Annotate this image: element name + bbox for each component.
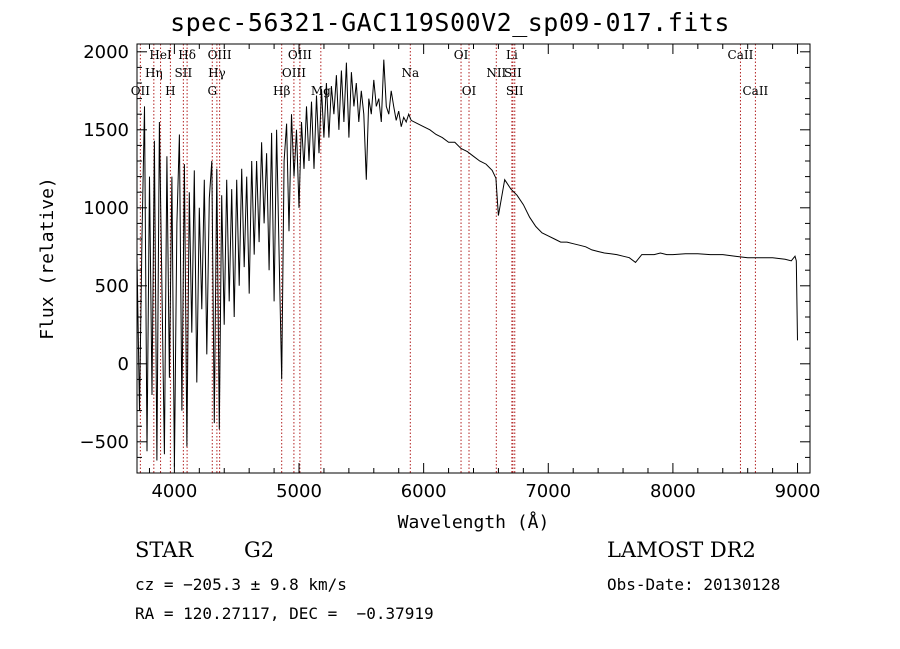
y-tick-label: 1500 <box>83 120 129 141</box>
marker-label: OI <box>454 48 469 62</box>
y-tick-label: 2000 <box>83 42 129 63</box>
marker-label: CaII <box>742 84 768 98</box>
x-tick-label: 5000 <box>276 481 322 502</box>
object-subclass: G2 <box>244 538 275 562</box>
marker-label: Li <box>506 48 518 62</box>
marker-label: SII <box>504 66 522 80</box>
marker-label: Hδ <box>178 48 196 62</box>
marker-label: OI <box>462 84 477 98</box>
spectrum-series <box>136 59 798 467</box>
x-tick-label: 9000 <box>775 481 821 502</box>
marker-label: OIII <box>282 66 306 80</box>
marker-label: Hη <box>145 66 163 80</box>
x-tick-label: 8000 <box>650 481 696 502</box>
y-axis-label: Flux (relative) <box>37 177 58 340</box>
plot-frame <box>136 43 811 474</box>
x-axis: 4000 5000 6000 7000 8000 9000 <box>148 44 821 502</box>
marker-label: H <box>165 84 175 98</box>
marker-label: SII <box>506 84 524 98</box>
y-tick-label: −500 <box>80 432 129 453</box>
coordinates-text: RA = 120.27117, DEC = −0.37919 <box>135 604 434 623</box>
marker-label: Hβ <box>273 84 290 98</box>
obs-date-text: Obs-Date: 20130128 <box>607 575 781 594</box>
x-tick-label: 7000 <box>525 481 571 502</box>
y-tick-label: 500 <box>95 276 129 297</box>
marker-label: G <box>207 84 217 98</box>
y-tick-label: 1000 <box>83 198 129 219</box>
spectrum-line <box>136 59 798 467</box>
marker-label: CaII <box>728 48 754 62</box>
marker-label: NII <box>486 66 506 80</box>
object-class: STAR <box>135 538 194 562</box>
line-markers: OIIHηHeIHHδSIIGHγOIIIHβOIIIOIIIMgNaOIOIN… <box>131 44 769 473</box>
redshift-text: cz = −205.3 ± 9.8 km/s <box>135 575 347 594</box>
y-tick-label: 0 <box>118 354 129 375</box>
chart-title: spec-56321-GAC119S00V2_sp09-017.fits <box>170 8 730 37</box>
marker-label: HeI <box>149 48 172 62</box>
marker-label: OIII <box>288 48 312 62</box>
marker-label: OIII <box>208 48 232 62</box>
marker-label: OII <box>131 84 151 98</box>
x-axis-label: Wavelength (Å) <box>398 511 550 533</box>
marker-label: SII <box>175 66 193 80</box>
survey-label: LAMOST DR2 <box>607 538 756 562</box>
y-axis: −500 0 500 1000 1500 2000 <box>80 42 810 458</box>
marker-label: Na <box>401 66 419 80</box>
marker-label: Hγ <box>208 66 226 80</box>
x-tick-label: 4000 <box>151 481 197 502</box>
x-tick-label: 6000 <box>401 481 447 502</box>
